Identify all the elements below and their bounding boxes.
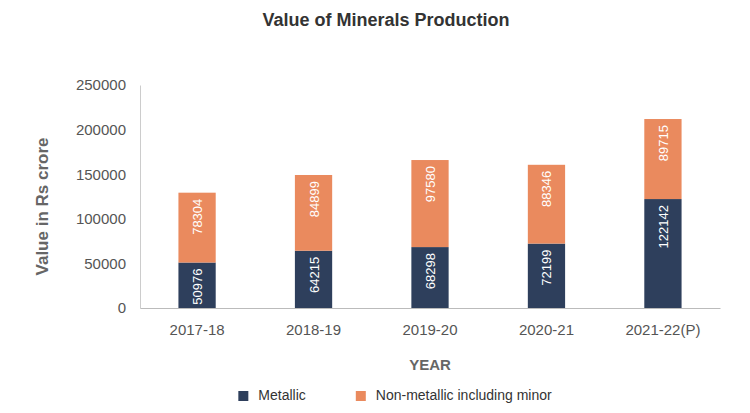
y-axis: 0 50000 100000 150000 200000 250000: [76, 76, 141, 316]
bar-segment: [644, 119, 681, 199]
bar-segment: [644, 199, 681, 308]
data-label: 64215: [307, 257, 322, 293]
data-label: 97580: [423, 166, 438, 202]
axis-line: [141, 308, 721, 309]
axis-line: [140, 86, 141, 309]
tick: 2019-20: [402, 308, 457, 338]
title: Value of Minerals Production: [262, 10, 509, 30]
legend-swatch: [238, 391, 248, 401]
bar-segment: [528, 165, 565, 244]
tick-label: 50000: [84, 255, 126, 272]
y-axis-title: Value in Rs crore: [33, 138, 52, 276]
tick: 250000: [76, 76, 140, 93]
tick-label: 0: [118, 299, 126, 316]
bar-segment: [295, 251, 332, 308]
data-labels: 50976 64215 68298 72199 122142 78304 84899 9758…: [190, 125, 671, 305]
bar-segment: [295, 175, 332, 251]
tick-label: 2019-20: [402, 321, 457, 338]
legend-item: Metallic: [238, 387, 305, 403]
legend-swatch: [356, 391, 366, 401]
x-axis-title: YEAR: [409, 356, 451, 373]
data-label: 72199: [539, 250, 554, 286]
tick: 2017-18: [170, 308, 225, 338]
tick-label: 2020-21: [519, 321, 574, 338]
tick-label: 150000: [76, 166, 126, 183]
bar-segment: [411, 160, 448, 247]
tick: 2018-19: [286, 308, 341, 338]
bar-segment: [178, 263, 215, 308]
data-label: 88346: [539, 171, 554, 207]
data-label: 68298: [423, 253, 438, 289]
tick-label: 100000: [76, 210, 126, 227]
legend: Metallic Non-metallic including minor: [238, 387, 552, 403]
legend-item: Non-metallic including minor: [356, 387, 552, 403]
tick: 50000: [84, 255, 140, 272]
tick-label: 250000: [76, 76, 126, 93]
bar-segment: [178, 193, 215, 263]
tick: 150000: [76, 166, 140, 183]
legend-label: Non-metallic including minor: [376, 387, 552, 403]
tick: 0: [118, 299, 140, 316]
data-label: 84899: [307, 181, 322, 217]
bar-segment: [528, 244, 565, 308]
data-label: 78304: [190, 199, 205, 235]
bar-segment: [411, 247, 448, 308]
bars: [178, 119, 681, 308]
tick-label: 2017-18: [170, 321, 225, 338]
data-label: 89715: [656, 125, 671, 161]
tick: 2020-21: [519, 308, 574, 338]
tick-label: 200000: [76, 121, 126, 138]
data-label: 122142: [656, 205, 671, 248]
data-label: 50976: [190, 269, 205, 305]
tick-label: 2018-19: [286, 321, 341, 338]
legend-label: Metallic: [258, 387, 305, 403]
tick: 100000: [76, 210, 140, 227]
tick: 2021-22(P): [625, 308, 700, 338]
x-axis: 2017-18 2018-19 2019-20 2020-21 2021-22(P): [141, 308, 721, 338]
tick: 200000: [76, 121, 140, 138]
tick-label: 2021-22(P): [625, 321, 700, 338]
